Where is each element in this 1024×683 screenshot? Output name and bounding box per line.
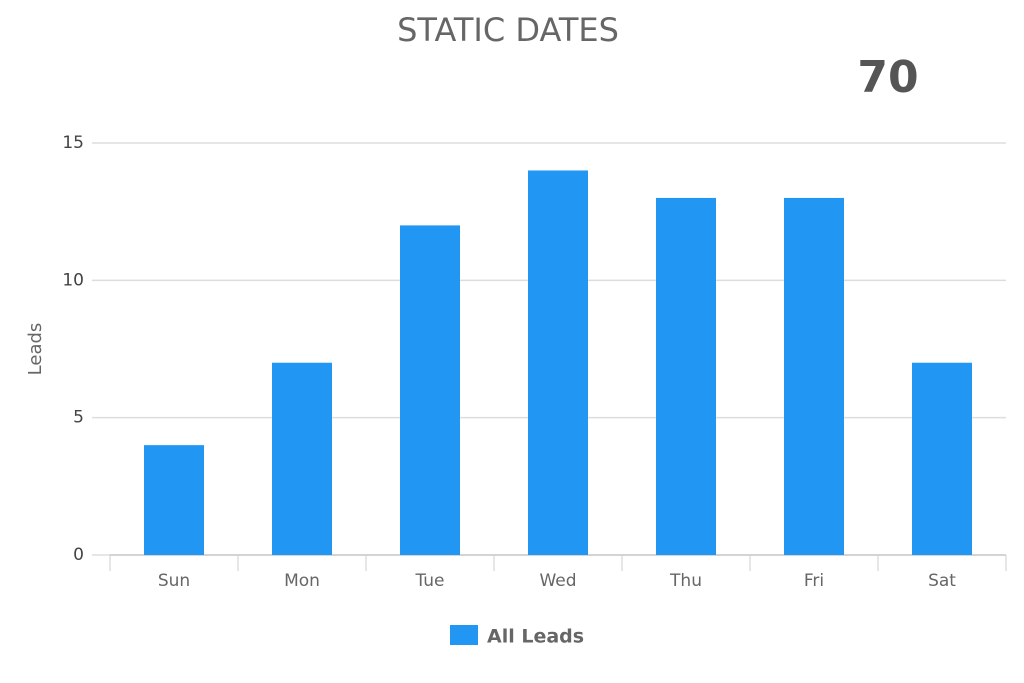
y-axis-label: Leads — [25, 323, 46, 376]
y-tick-label: 0 — [73, 545, 84, 565]
x-tick-label: Tue — [414, 571, 444, 591]
x-tick-label: Thu — [669, 571, 702, 591]
bar — [144, 445, 204, 555]
x-tick-label: Sat — [928, 571, 956, 591]
bar — [400, 225, 460, 555]
x-tick-label: Mon — [284, 571, 320, 591]
x-tick-label: Sun — [158, 571, 190, 591]
y-tick-label: 5 — [73, 408, 84, 428]
y-tick-label: 10 — [62, 270, 84, 290]
x-tick-label: Wed — [539, 571, 576, 591]
bar — [656, 197, 716, 555]
y-tick-label: 15 — [62, 133, 84, 153]
total: 70 — [857, 52, 918, 103]
bar — [784, 197, 844, 555]
bar — [272, 362, 332, 555]
bar — [528, 170, 588, 555]
x-tick-label: Fri — [804, 571, 824, 591]
bar — [912, 362, 972, 555]
legend-label: All Leads — [487, 626, 584, 648]
chart-title: STATIC DATES — [397, 11, 619, 49]
legend-swatch — [450, 625, 478, 645]
